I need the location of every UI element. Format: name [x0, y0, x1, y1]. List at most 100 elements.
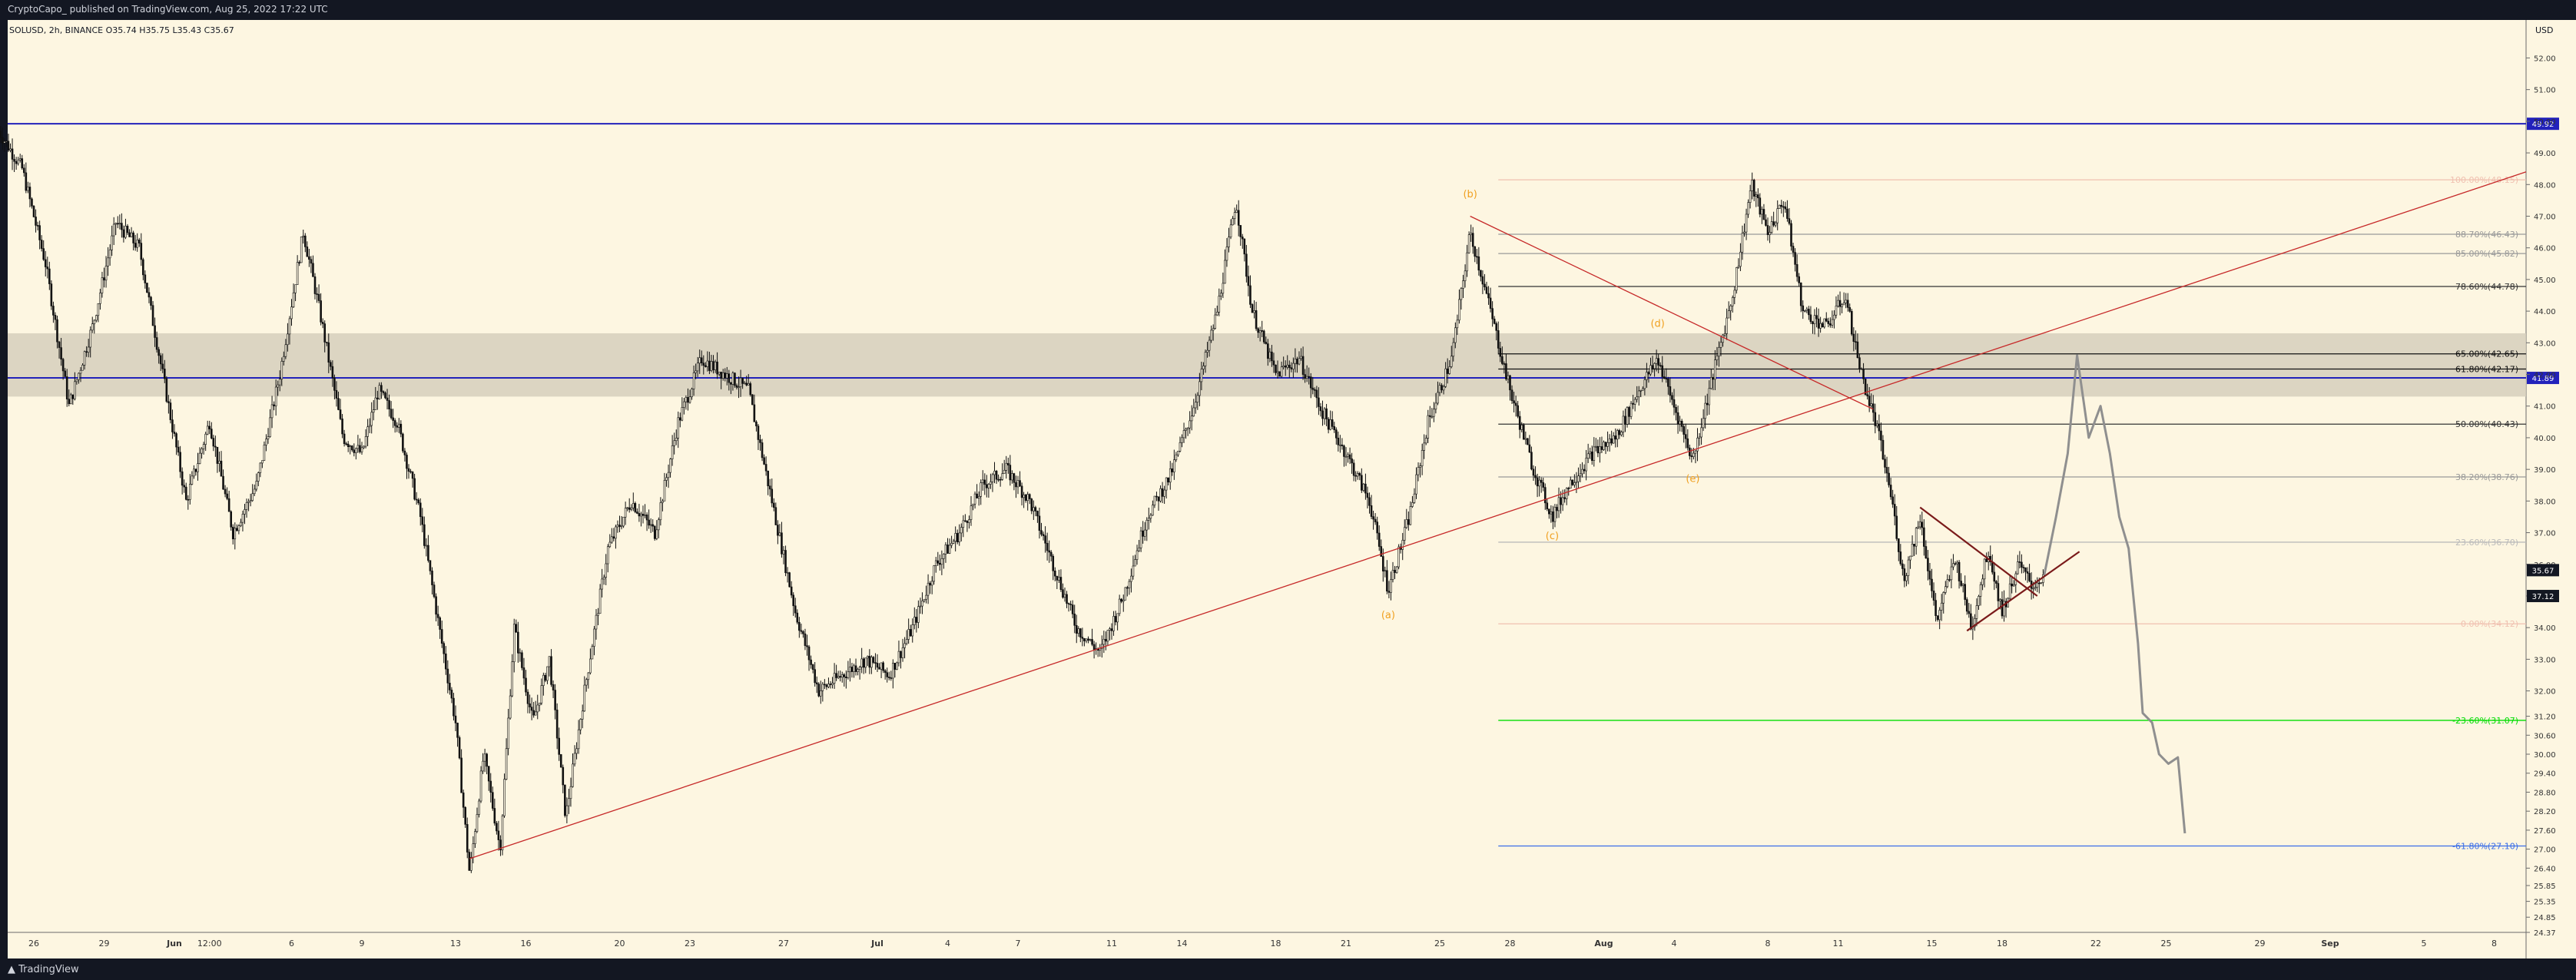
- candle-body: [618, 525, 621, 528]
- candle-body: [1637, 390, 1640, 398]
- candle-body: [1595, 445, 1597, 448]
- candle-body: [1733, 290, 1736, 298]
- candle-body: [1958, 561, 1961, 581]
- candle-body: [565, 805, 569, 816]
- candle-body: [1620, 432, 1623, 435]
- candle-body: [111, 235, 113, 250]
- candle-body: [1556, 507, 1558, 512]
- candle-body: [1629, 402, 1633, 417]
- candle-body: [244, 509, 246, 515]
- candle-body: [1737, 266, 1740, 268]
- candle-body: [1116, 613, 1119, 623]
- price-axis[interactable]: [2526, 20, 2576, 958]
- candle-body: [444, 653, 447, 670]
- candle-body: [1565, 488, 1568, 499]
- candle-body: [972, 503, 974, 506]
- fib-label: -23.60%(31.07): [2452, 716, 2518, 726]
- candle-body: [1239, 225, 1242, 237]
- candle-body: [1812, 321, 1814, 324]
- candle-body: [1684, 434, 1687, 439]
- time-tick-label: 23: [685, 939, 695, 949]
- candle-body: [1655, 358, 1658, 364]
- candle-body: [1366, 492, 1369, 498]
- candle-body: [1112, 616, 1115, 631]
- candle-body: [13, 159, 15, 162]
- candle-body: [688, 396, 691, 403]
- candle-body: [18, 158, 22, 161]
- candle-body: [517, 631, 519, 654]
- candle-body: [532, 710, 535, 716]
- candle-body: [267, 436, 270, 440]
- time-tick-label: 15: [1927, 939, 1938, 949]
- price-tick-label: 37.00: [2534, 530, 2556, 538]
- candle-body: [48, 268, 51, 284]
- candle-body: [858, 667, 861, 670]
- candle-body: [1815, 315, 1818, 319]
- candle-body: [316, 293, 318, 295]
- candle-body: [1532, 468, 1535, 476]
- time-tick-label: Aug: [1594, 939, 1613, 949]
- candle-body: [356, 445, 360, 449]
- candle-body: [1251, 304, 1254, 313]
- horizontal-line-value: 49.92: [2532, 121, 2554, 129]
- candle-body: [1792, 246, 1795, 253]
- candle-body: [591, 646, 594, 660]
- candle-body: [634, 503, 637, 512]
- candle-body: [930, 581, 933, 586]
- candle-body: [821, 684, 824, 691]
- plot-area[interactable]: [8, 20, 2526, 932]
- candle-body: [1770, 221, 1773, 233]
- candle-body: [546, 666, 549, 681]
- candle-body: [977, 495, 980, 498]
- candle-body: [1729, 305, 1732, 311]
- candle-body: [1442, 386, 1445, 391]
- candle-body: [56, 319, 58, 343]
- trendlines-layer: [469, 171, 2527, 859]
- candle-body: [952, 541, 955, 544]
- candle-body: [525, 677, 527, 693]
- candle-body: [1928, 571, 1931, 580]
- candle-body: [620, 525, 623, 528]
- candle-body: [849, 667, 851, 673]
- candle-body: [413, 478, 416, 500]
- candle-body: [1208, 339, 1211, 351]
- candle-body: [1361, 475, 1363, 491]
- candle-body: [1319, 406, 1322, 412]
- candle-body: [386, 397, 389, 401]
- time-axis[interactable]: [8, 932, 2526, 958]
- candle-body: [27, 187, 29, 191]
- candle-body: [294, 284, 297, 293]
- candle-body: [1267, 343, 1269, 359]
- candle-body: [89, 329, 92, 348]
- tradingview-logo[interactable]: ▲ TradingView: [8, 964, 79, 975]
- candle-body: [995, 470, 998, 480]
- candle-body: [1716, 356, 1719, 360]
- candle-body: [265, 439, 267, 445]
- candle-body: [440, 629, 443, 644]
- candle-body: [382, 391, 385, 393]
- candle-body: [1241, 237, 1244, 240]
- candle-body: [1334, 429, 1338, 439]
- candle-body: [1909, 555, 1911, 561]
- candle-body: [706, 360, 709, 367]
- candle-body: [1462, 280, 1464, 289]
- candle-body: [1891, 496, 1894, 505]
- candle-body: [1978, 596, 1980, 606]
- candle-body: [103, 277, 105, 281]
- candle-body: [1491, 308, 1494, 319]
- candle-body: [1235, 210, 1238, 213]
- candle-body: [87, 346, 90, 353]
- candle-body: [1514, 402, 1517, 406]
- candle-body: [1347, 454, 1349, 457]
- candle-body: [1391, 570, 1394, 580]
- candle-body: [897, 651, 900, 664]
- candle-body: [341, 419, 343, 435]
- price-chart[interactable]: 100.00%(48.15) 88.70%(46.43) 85.00%(45.82)…: [0, 20, 2576, 958]
- candle-body: [757, 425, 760, 440]
- candle-body: [1616, 430, 1619, 440]
- candle-body: [1102, 638, 1106, 645]
- candle-body: [2018, 561, 2021, 563]
- candle-body: [1960, 581, 1962, 586]
- candle-body: [1063, 594, 1066, 598]
- candle-body: [743, 382, 746, 385]
